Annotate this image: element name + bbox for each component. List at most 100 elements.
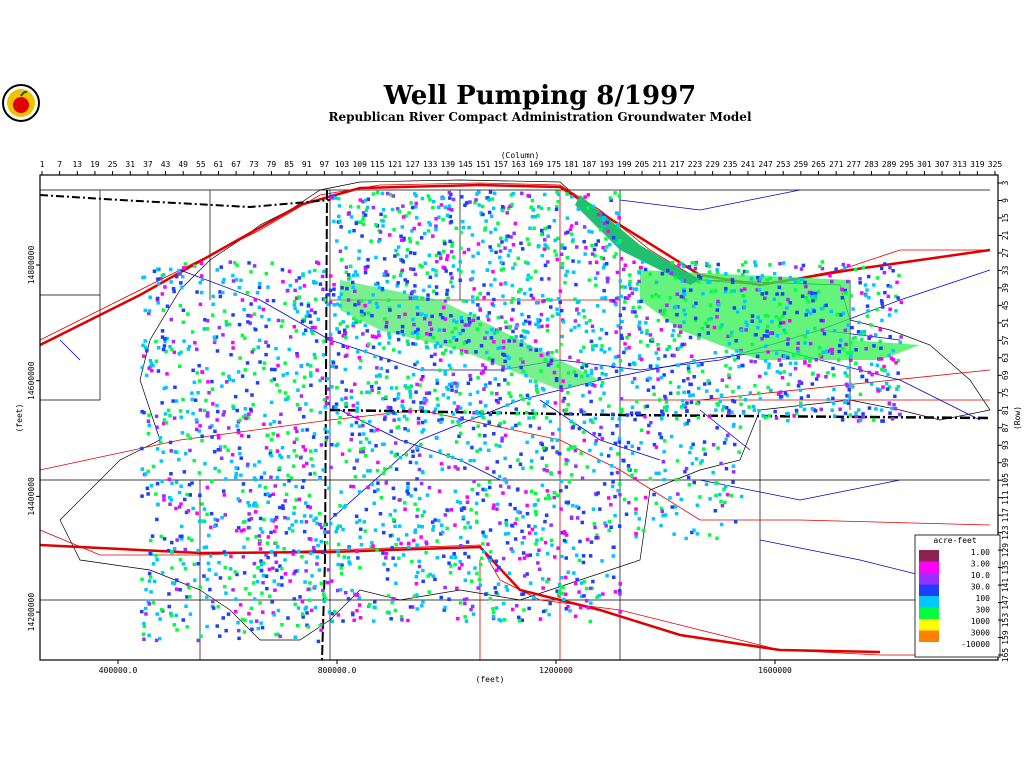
pumping-cell: [266, 500, 270, 504]
pumping-cell: [280, 566, 284, 571]
pumping-cell: [665, 347, 669, 352]
pumping-cell: [476, 376, 480, 380]
pumping-cell: [292, 597, 296, 601]
pumping-cell: [467, 571, 471, 575]
pumping-cell: [408, 460, 413, 465]
pumping-cell: [540, 386, 545, 391]
pumping-cell: [743, 260, 748, 265]
pumping-cell: [345, 286, 349, 291]
pumping-cell: [195, 511, 199, 515]
pumping-cell: [455, 499, 460, 504]
pumping-cell: [511, 329, 515, 334]
pumping-cell: [339, 571, 344, 576]
pumping-cell: [405, 280, 409, 284]
pumping-cell: [363, 303, 367, 308]
pumping-cell: [205, 512, 209, 516]
pumping-cell: [804, 313, 808, 317]
pumping-cell: [525, 553, 529, 558]
pumping-cell: [668, 380, 673, 385]
pumping-cell: [190, 330, 195, 334]
pumping-cell: [448, 571, 453, 575]
pumping-cell: [302, 384, 306, 388]
pumping-cell: [415, 543, 419, 547]
pumping-cell: [879, 346, 883, 350]
pumping-cell: [237, 526, 241, 530]
pumping-cell: [563, 280, 567, 285]
pumping-cell: [234, 278, 239, 282]
pumping-cell: [509, 547, 514, 551]
pumping-cell: [405, 489, 409, 493]
pumping-cell: [502, 353, 507, 357]
pumping-cell: [325, 435, 329, 440]
pumping-cell: [757, 409, 761, 413]
pumping-cell: [403, 384, 407, 388]
pumping-cell: [200, 438, 204, 443]
pumping-cell: [375, 281, 380, 286]
pumping-cell: [607, 347, 612, 351]
pumping-cell: [461, 515, 466, 519]
pumping-cell: [384, 270, 388, 274]
pumping-cell: [469, 508, 473, 512]
pumping-cell: [592, 431, 596, 436]
pumping-cell: [514, 407, 518, 411]
pumping-cell: [398, 455, 403, 460]
pumping-cell: [299, 520, 304, 524]
pumping-cell: [572, 422, 577, 426]
pumping-cell: [338, 249, 343, 253]
pumping-cell: [267, 567, 272, 571]
pumping-cell: [246, 500, 250, 505]
pumping-cell: [168, 440, 173, 445]
pumping-cell: [492, 331, 497, 335]
pumping-cell: [213, 517, 217, 522]
pumping-cell: [349, 389, 354, 393]
pumping-cell: [443, 241, 447, 246]
pumping-cell: [232, 406, 236, 411]
pumping-cell: [634, 534, 638, 539]
pumping-cell: [844, 291, 848, 295]
pumping-cell: [433, 407, 438, 411]
pumping-cell: [401, 215, 406, 219]
pumping-cell: [177, 268, 181, 273]
pumping-cell: [297, 276, 301, 280]
pumping-cell: [357, 300, 361, 304]
pumping-cell: [295, 309, 300, 314]
pumping-cell: [435, 378, 439, 383]
pumping-cell: [431, 205, 435, 210]
pumping-cell: [457, 423, 462, 427]
pumping-cell: [426, 293, 430, 297]
pumping-cell: [740, 263, 745, 267]
pumping-cell: [406, 375, 410, 380]
pumping-cell: [418, 405, 423, 410]
pumping-cell: [724, 286, 728, 291]
pumping-cell: [351, 403, 356, 408]
pumping-cell: [437, 328, 442, 332]
pumping-cell: [610, 464, 614, 468]
pumping-cell: [475, 411, 480, 416]
pumping-cell: [415, 446, 419, 450]
pumping-cell: [778, 302, 782, 307]
pumping-cell: [513, 521, 517, 526]
pumping-cell: [168, 502, 172, 506]
pumping-cell: [293, 602, 297, 607]
pumping-cell: [347, 276, 352, 280]
pumping-cell: [410, 229, 414, 233]
pumping-cell: [664, 408, 669, 412]
pumping-cell: [566, 447, 571, 451]
pumping-cell: [258, 601, 262, 605]
pumping-cell: [607, 404, 611, 408]
pumping-cell: [553, 491, 557, 495]
pumping-cell: [357, 595, 361, 600]
pumping-cell: [680, 342, 685, 347]
pumping-cell: [489, 336, 494, 340]
pumping-cell: [765, 334, 770, 338]
pumping-cell: [302, 514, 307, 518]
pumping-cell: [611, 480, 615, 484]
pumping-cell: [413, 528, 418, 532]
pumping-cell: [426, 194, 431, 198]
pumping-cell: [464, 349, 468, 354]
pumping-cell: [332, 287, 336, 291]
column-tick-label: 151: [476, 160, 491, 169]
pumping-cell: [415, 607, 419, 611]
pumping-cell: [526, 273, 531, 278]
pumping-cell: [461, 299, 466, 303]
